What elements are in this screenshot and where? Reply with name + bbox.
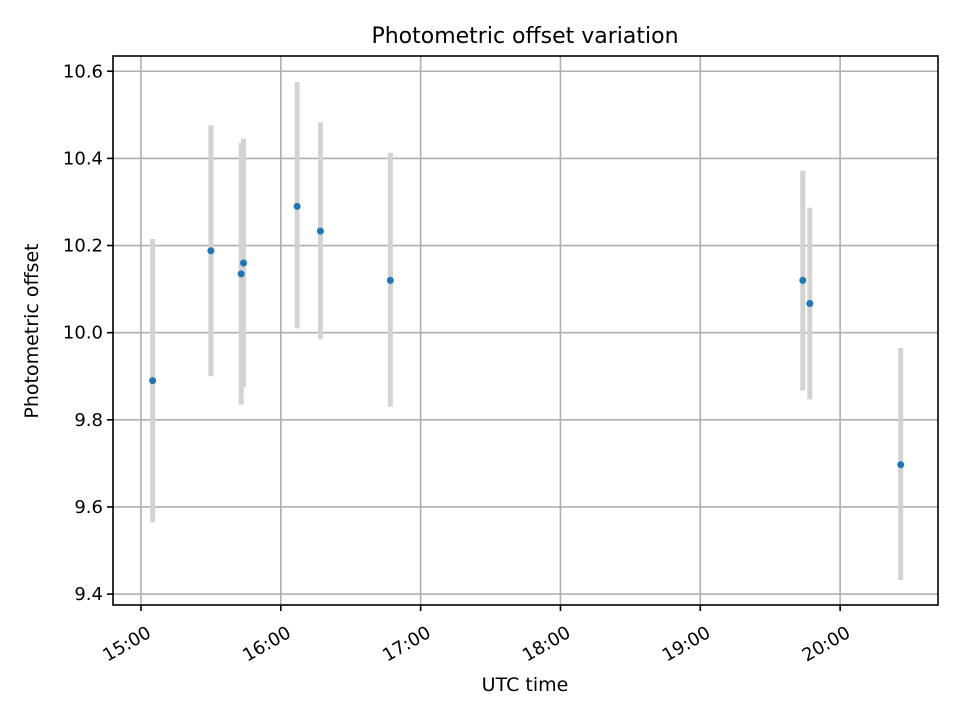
y-tick-label: 10.6 bbox=[63, 61, 103, 82]
x-tick-label: 18:00 bbox=[519, 622, 574, 666]
chart-title: Photometric offset variation bbox=[371, 24, 678, 49]
x-tick-label: 17:00 bbox=[379, 622, 434, 666]
grid bbox=[113, 56, 938, 605]
data-point bbox=[897, 461, 905, 469]
x-tick-label: 16:00 bbox=[239, 622, 294, 666]
y-tick-label: 9.8 bbox=[74, 410, 103, 431]
y-tick-label: 10.4 bbox=[63, 148, 103, 169]
data-point bbox=[237, 270, 245, 278]
error-bars bbox=[150, 82, 904, 581]
y-axis-label: Photometric offset bbox=[21, 243, 43, 418]
data-point bbox=[806, 299, 814, 307]
x-tick-label: 20:00 bbox=[799, 622, 854, 666]
y-axis: 9.4 9.6 9.8 10.0 10.2 10.4 10.6 bbox=[63, 61, 113, 605]
x-axis: 15:00 16:00 17:00 18:00 19:00 20:00 bbox=[99, 605, 854, 666]
data-point bbox=[149, 377, 157, 385]
y-tick-label: 9.4 bbox=[74, 584, 103, 605]
data-point bbox=[207, 247, 215, 255]
x-axis-label: UTC time bbox=[482, 674, 569, 696]
data-point bbox=[293, 202, 301, 210]
data-point bbox=[316, 227, 324, 235]
plot-frame bbox=[112, 55, 939, 606]
data-point bbox=[240, 259, 248, 267]
x-tick-label: 15:00 bbox=[99, 622, 154, 666]
data-points bbox=[149, 202, 905, 469]
data-point bbox=[386, 276, 394, 284]
y-tick-label: 10.2 bbox=[63, 236, 103, 257]
y-tick-label: 9.6 bbox=[74, 497, 103, 518]
x-tick-label: 19:00 bbox=[659, 622, 714, 666]
data-point bbox=[799, 276, 807, 284]
y-tick-label: 10.0 bbox=[63, 323, 103, 344]
